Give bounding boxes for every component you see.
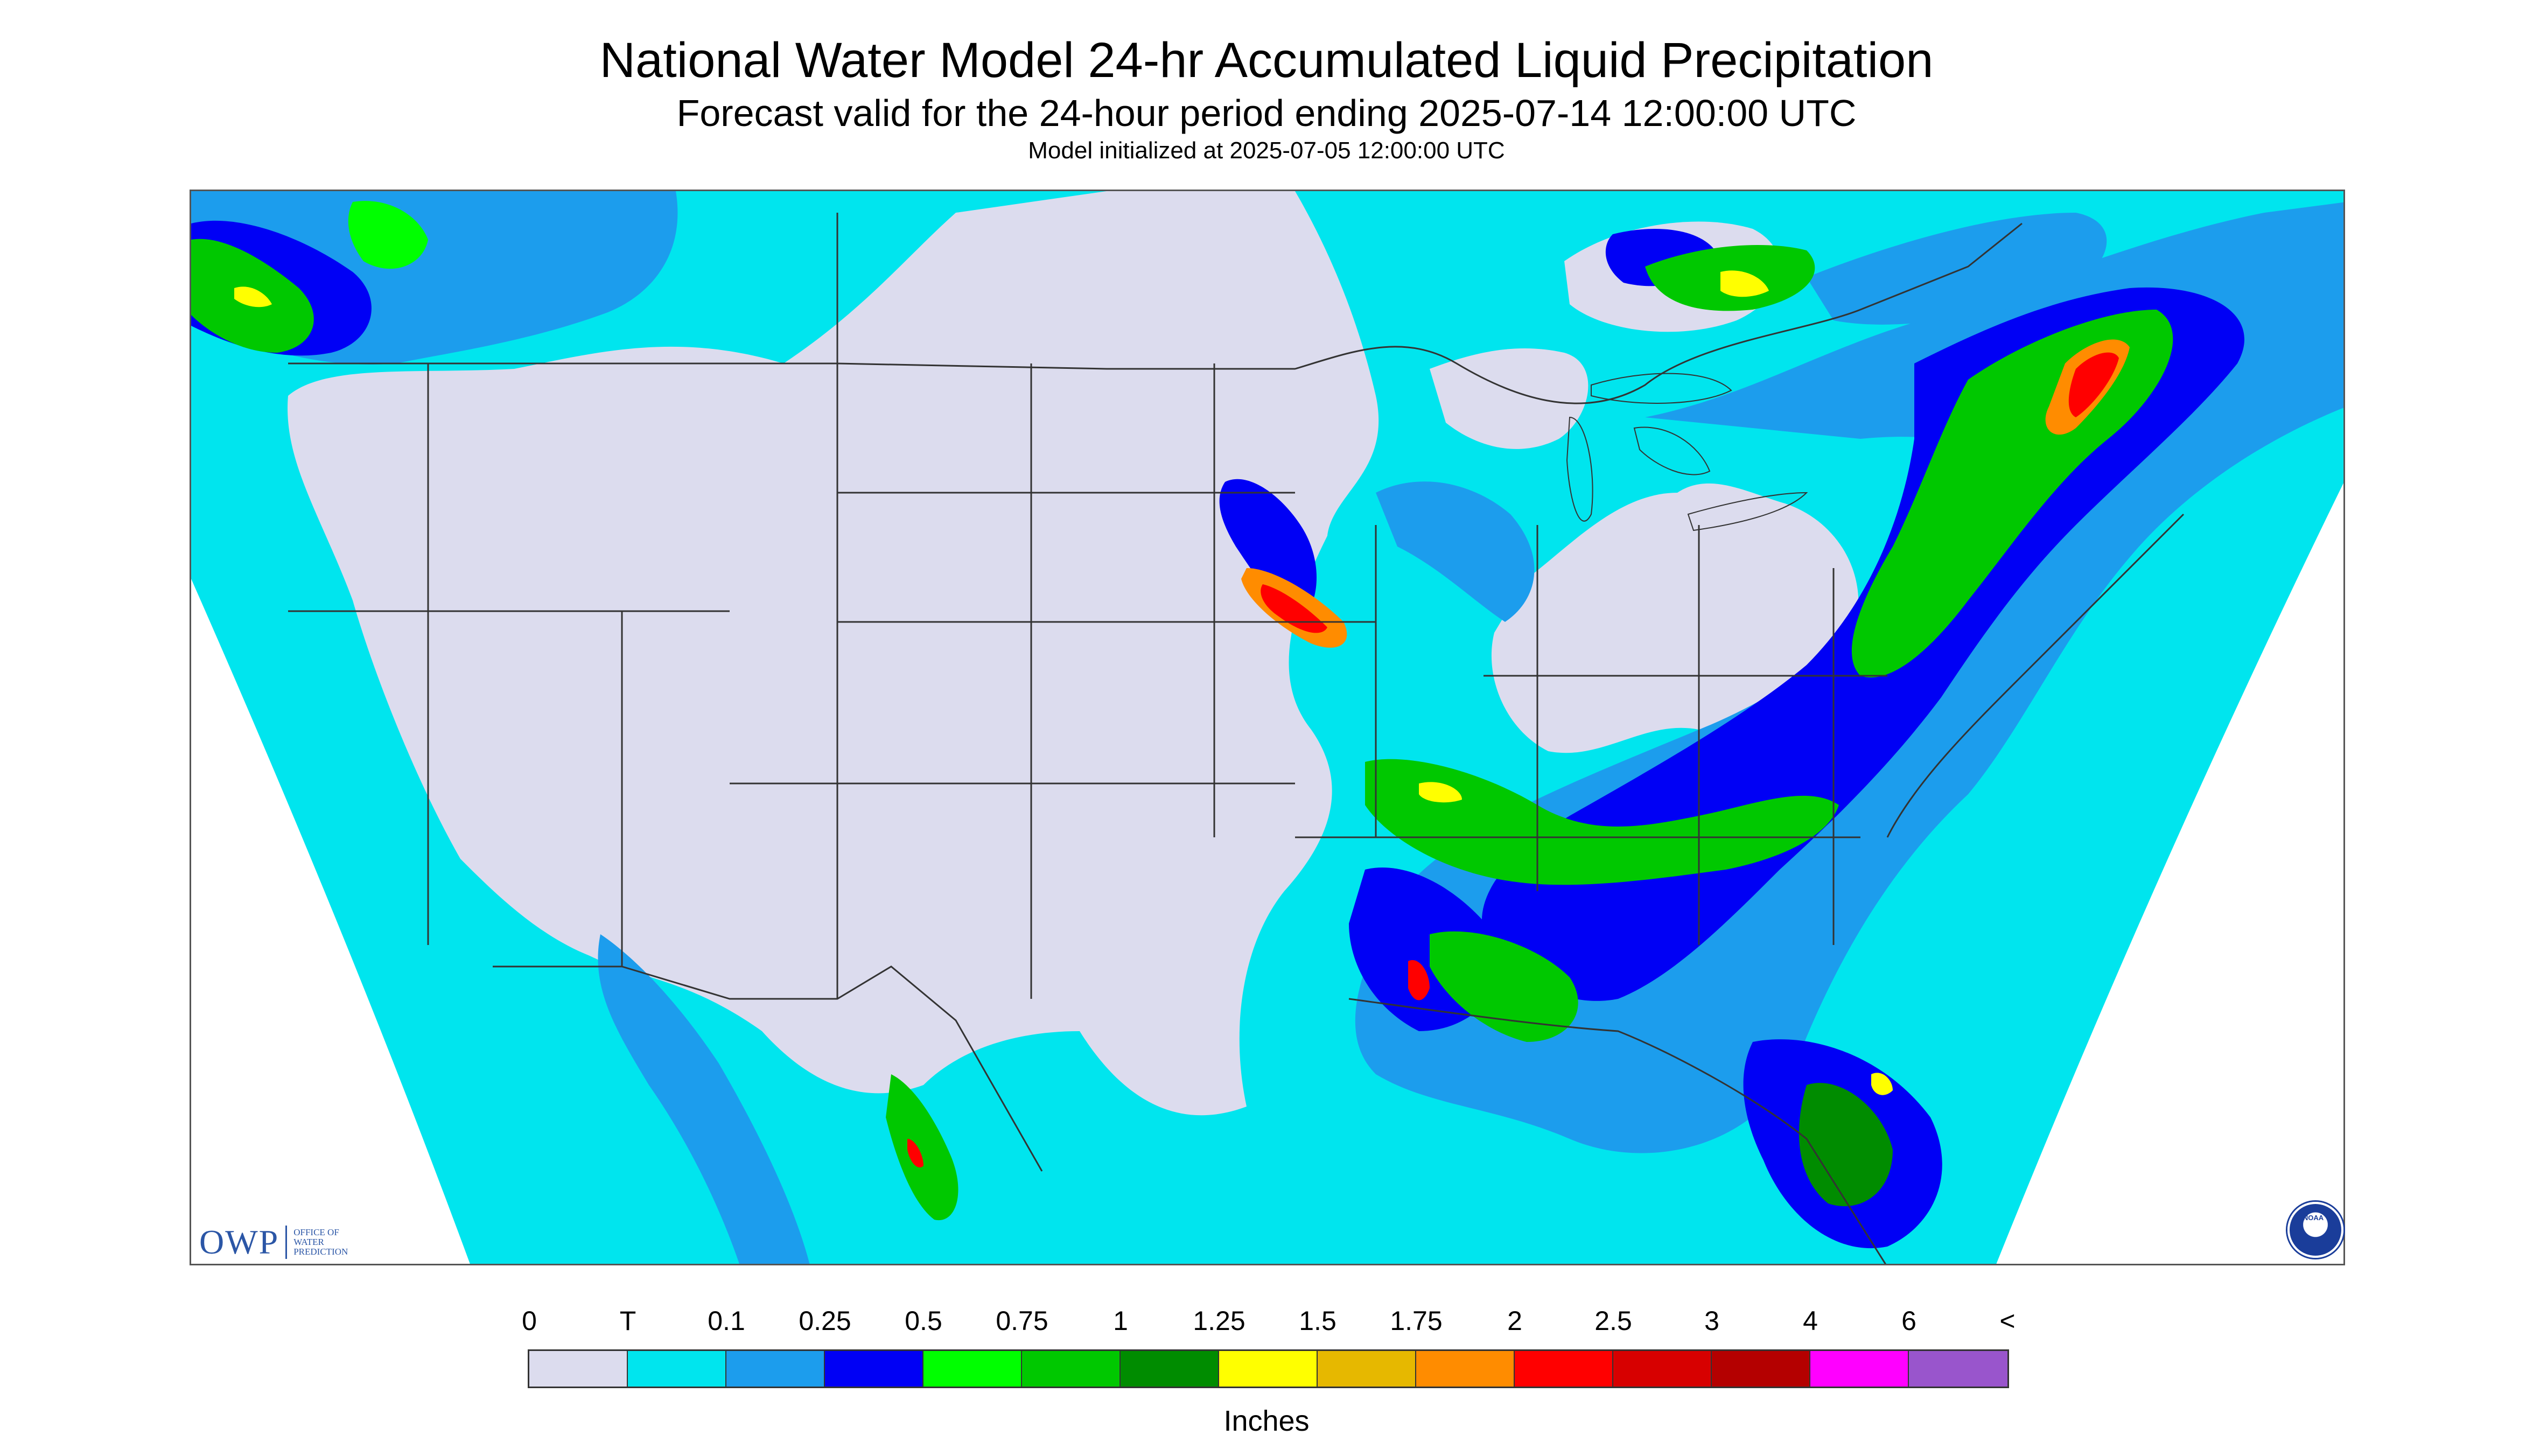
legend-swatch (628, 1351, 726, 1387)
great-lakes (1566, 373, 1808, 531)
precip-band-sierra-madre (598, 934, 810, 1264)
precip-green-southeast (1365, 759, 1839, 885)
noaa-logo (2287, 1202, 2343, 1258)
legend-swatch (1613, 1351, 1712, 1387)
us-mexico-border (493, 965, 1043, 1172)
legend-swatch (1810, 1351, 1909, 1387)
forecast-valid-subtitle: Forecast valid for the 24-hour period en… (676, 92, 1857, 134)
legend-label: 1.5 (1299, 1306, 1337, 1336)
legend-label: 0 (522, 1306, 537, 1336)
precip-core-south-dakota (1261, 584, 1327, 633)
precip-green-florida-east (1799, 1083, 1893, 1207)
lake-huron-outline (1633, 426, 1711, 475)
us-canada-border-east (837, 222, 2023, 404)
lake-michigan-outline (1566, 416, 1593, 522)
precip-green-louisiana (1430, 931, 1578, 1042)
owp-logo-line3: PREDICTION (293, 1247, 348, 1257)
gulf-coastline (1348, 998, 1886, 1264)
legend-label: 1.75 (1390, 1306, 1443, 1336)
legend-label: T (619, 1306, 636, 1336)
legend-label: 1.25 (1193, 1306, 1245, 1336)
legend-label: 0.5 (905, 1306, 942, 1336)
legend-swatch (1121, 1351, 1219, 1387)
legend-label: 0.1 (708, 1306, 745, 1336)
out-of-domain-left (191, 579, 470, 1264)
state-borders (288, 363, 1887, 999)
owp-logo-divider (285, 1226, 288, 1259)
legend-swatch (1416, 1351, 1515, 1387)
precip-yellow-florida (1871, 1073, 1893, 1095)
legend-swatch (1909, 1351, 2007, 1387)
legend-label: 0.75 (996, 1306, 1048, 1336)
political-boundaries (288, 213, 2185, 1264)
dry-region-ohio-valley (1491, 483, 1859, 753)
lake-erie-outline (1687, 492, 1808, 531)
legend-label: 0.25 (799, 1306, 851, 1336)
precip-yellow-arkansas (1419, 782, 1462, 803)
legend-swatch (825, 1351, 923, 1387)
legend-swatch (726, 1351, 825, 1387)
legend-label: < (1999, 1306, 2016, 1336)
precip-yellow-quebec (1720, 270, 1769, 297)
legend-label: 4 (1803, 1306, 1818, 1336)
dry-region-upper-midwest (1430, 348, 1589, 449)
precip-core-louisiana (1408, 960, 1430, 1000)
map-canvas (191, 191, 2343, 1264)
owp-logo-line2: WATER (293, 1237, 324, 1247)
precip-green-sinaloa (886, 1074, 958, 1221)
model-init-line: Model initialized at 2025-07-05 12:00:00… (1028, 137, 1505, 164)
legend-label: 3 (1704, 1306, 1719, 1336)
legend-units: Inches (1223, 1405, 1310, 1437)
legend-labels: 0 T 0.1 0.25 0.5 0.75 1 1.25 1.5 1.75 2 2.5 3 4 6 < (0, 1305, 2533, 1338)
precip-green-cascades (348, 201, 428, 269)
out-of-domain-right (1996, 483, 2343, 1264)
precip-core-sinaloa (907, 1139, 923, 1168)
legend-swatch (1712, 1351, 1810, 1387)
lake-superior-outline (1591, 373, 1732, 404)
precipitation-map (190, 190, 2345, 1265)
legend-swatch (1318, 1351, 1416, 1387)
owp-logo-line1: OFFICE OF (293, 1227, 339, 1237)
dry-region-west-plains (288, 191, 1379, 1116)
noaa-logo-text: NOAA (2303, 1214, 2324, 1222)
legend-swatch (1515, 1351, 1613, 1387)
legend-label: 1 (1113, 1306, 1128, 1336)
map-title: National Water Model 24-hr Accumulated L… (599, 33, 1934, 88)
precip-band-quebec (1807, 213, 2107, 325)
owp-logo-subtext: OFFICE OF WATER PREDICTION (293, 1228, 348, 1257)
legend-label: 2 (1507, 1306, 1522, 1336)
legend-label: 2.5 (1594, 1306, 1632, 1336)
atlantic-coastline (1886, 513, 2185, 838)
legend-swatch (1219, 1351, 1318, 1387)
precip-yellow-olympics (234, 286, 272, 307)
legend-color-bar (528, 1349, 2009, 1388)
owp-logo: OWP OFFICE OF WATER PREDICTION (199, 1222, 348, 1262)
legend-swatch (529, 1351, 628, 1387)
legend-swatch (1022, 1351, 1121, 1387)
legend-label: 6 (1901, 1306, 1916, 1336)
precip-core-maine (2068, 352, 2119, 417)
precip-band-iowa (1376, 481, 1535, 622)
legend-swatch (923, 1351, 1022, 1387)
owp-logo-letters: OWP (199, 1223, 279, 1261)
